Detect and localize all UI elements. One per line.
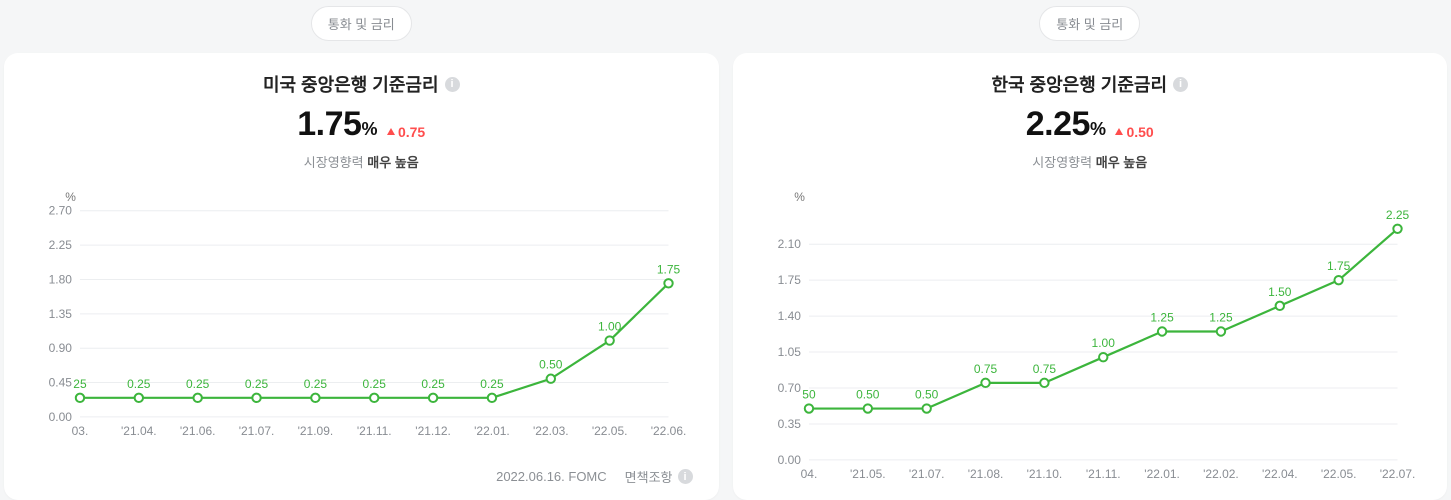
card-footer: 2022.06.16. FOMC 면책조항 i: [4, 457, 719, 500]
svg-text:0.25: 0.25: [480, 377, 504, 391]
svg-text:0.00: 0.00: [777, 453, 801, 467]
svg-text:0.45: 0.45: [49, 376, 73, 390]
svg-text:2.25: 2.25: [1385, 208, 1409, 222]
svg-text:2.25: 2.25: [49, 238, 73, 252]
footer-date: 2022.06.16. FOMC: [496, 469, 607, 484]
svg-text:1.05: 1.05: [777, 345, 801, 359]
rate-delta: 0.75: [387, 124, 425, 140]
svg-text:1.50: 1.50: [1268, 285, 1292, 299]
svg-text:0.25: 0.25: [186, 377, 210, 391]
rate-delta: 0.50: [1115, 124, 1153, 140]
svg-text:1.80: 1.80: [49, 272, 73, 286]
svg-text:1.75: 1.75: [657, 262, 681, 276]
svg-text:2.70: 2.70: [49, 204, 73, 218]
svg-text:'22.04.: '22.04.: [1262, 467, 1298, 481]
svg-text:'22.06.: '22.06.: [651, 424, 687, 438]
svg-text:2.10: 2.10: [777, 237, 801, 251]
svg-text:0.90: 0.90: [49, 341, 73, 355]
svg-text:0.35: 0.35: [777, 417, 801, 431]
svg-text:'22.07.: '22.07.: [1379, 467, 1415, 481]
info-icon[interactable]: i: [1173, 77, 1188, 92]
svg-text:03.: 03.: [72, 424, 89, 438]
svg-text:'22.01.: '22.01.: [1144, 467, 1180, 481]
svg-text:'21.07.: '21.07.: [239, 424, 275, 438]
card-title: 한국 중앙은행 기준금리: [991, 71, 1167, 97]
disclaimer-link[interactable]: 면책조항 i: [625, 467, 693, 486]
svg-text:0.25: 0.25: [127, 377, 151, 391]
svg-text:'21.05.: '21.05.: [850, 467, 886, 481]
svg-text:1.00: 1.00: [1091, 336, 1115, 350]
svg-text:'21.06.: '21.06.: [180, 424, 216, 438]
svg-text:0.75: 0.75: [973, 362, 997, 376]
category-chip[interactable]: 통화 및 금리: [1039, 6, 1140, 41]
us-chart-area: % 0.00 0.45 0.90 1.35 1.80 2.25 2.70 25 03. 0.25 '2…: [4, 171, 719, 457]
kr-chart-area: % 0.00 0.35 0.70 1.05 1.40 1.75 2.10 50 04. 0.50 '2…: [733, 171, 1448, 500]
svg-text:'22.01.: '22.01.: [474, 424, 510, 438]
svg-text:0.50: 0.50: [539, 358, 563, 372]
impact-row: 시장영향력 매우 높음: [4, 152, 719, 171]
up-triangle-icon: [387, 128, 395, 135]
category-chip[interactable]: 통화 및 금리: [311, 6, 412, 41]
svg-text:1.00: 1.00: [598, 320, 622, 334]
svg-text:'21.09.: '21.09.: [298, 424, 334, 438]
rate-value: 2.25%: [1026, 105, 1106, 144]
svg-text:'21.11.: '21.11.: [357, 424, 392, 438]
svg-text:'22.05.: '22.05.: [1320, 467, 1356, 481]
svg-text:1.75: 1.75: [777, 273, 801, 287]
impact-row: 시장영향력 매우 높음: [733, 152, 1448, 171]
svg-text:%: %: [794, 190, 805, 204]
svg-text:1.25: 1.25: [1150, 311, 1174, 325]
svg-text:0.25: 0.25: [304, 377, 328, 391]
svg-text:25: 25: [73, 377, 87, 391]
svg-text:0.25: 0.25: [421, 377, 445, 391]
card-header: 한국 중앙은행 기준금리 i 2.25% 0.50 시장영향력 매우 높음: [733, 53, 1448, 171]
svg-text:%: %: [65, 190, 76, 204]
svg-text:1.75: 1.75: [1326, 259, 1350, 273]
info-icon[interactable]: i: [445, 77, 460, 92]
svg-text:1.25: 1.25: [1209, 311, 1233, 325]
kr-rate-chart: % 0.00 0.35 0.70 1.05 1.40 1.75 2.10 50 04. 0.50 '2…: [763, 189, 1418, 488]
svg-text:'22.02.: '22.02.: [1203, 467, 1239, 481]
svg-text:04.: 04.: [800, 467, 817, 481]
svg-text:0.70: 0.70: [777, 381, 801, 395]
card-title: 미국 중앙은행 기준금리: [263, 71, 439, 97]
svg-text:'22.03.: '22.03.: [533, 424, 569, 438]
svg-text:0.25: 0.25: [245, 377, 269, 391]
svg-text:0.25: 0.25: [363, 377, 387, 391]
svg-text:'21.12.: '21.12.: [415, 424, 451, 438]
svg-text:'21.11.: '21.11.: [1085, 467, 1120, 481]
info-icon: i: [678, 469, 693, 484]
us-rate-card: 미국 중앙은행 기준금리 i 1.75% 0.75 시장영향력 매우 높음 % 0…: [4, 53, 719, 500]
kr-rate-card: 한국 중앙은행 기준금리 i 2.25% 0.50 시장영향력 매우 높음 % 0…: [733, 53, 1448, 500]
rate-value: 1.75%: [297, 105, 377, 144]
svg-text:1.35: 1.35: [49, 307, 73, 321]
us-rate-chart: % 0.00 0.45 0.90 1.35 1.80 2.25 2.70 25 03. 0.25 '2…: [34, 189, 689, 445]
svg-text:'22.05.: '22.05.: [592, 424, 628, 438]
up-triangle-icon: [1115, 128, 1123, 135]
svg-text:'21.10.: '21.10.: [1026, 467, 1062, 481]
svg-text:0.50: 0.50: [915, 388, 939, 402]
svg-text:50: 50: [802, 388, 816, 402]
svg-text:1.40: 1.40: [777, 309, 801, 323]
svg-text:0.50: 0.50: [856, 388, 880, 402]
svg-text:0.00: 0.00: [49, 410, 73, 424]
card-header: 미국 중앙은행 기준금리 i 1.75% 0.75 시장영향력 매우 높음: [4, 53, 719, 171]
svg-text:0.75: 0.75: [1032, 362, 1056, 376]
svg-text:'21.08.: '21.08.: [967, 467, 1003, 481]
svg-text:'21.07.: '21.07.: [908, 467, 944, 481]
svg-text:'21.04.: '21.04.: [121, 424, 157, 438]
